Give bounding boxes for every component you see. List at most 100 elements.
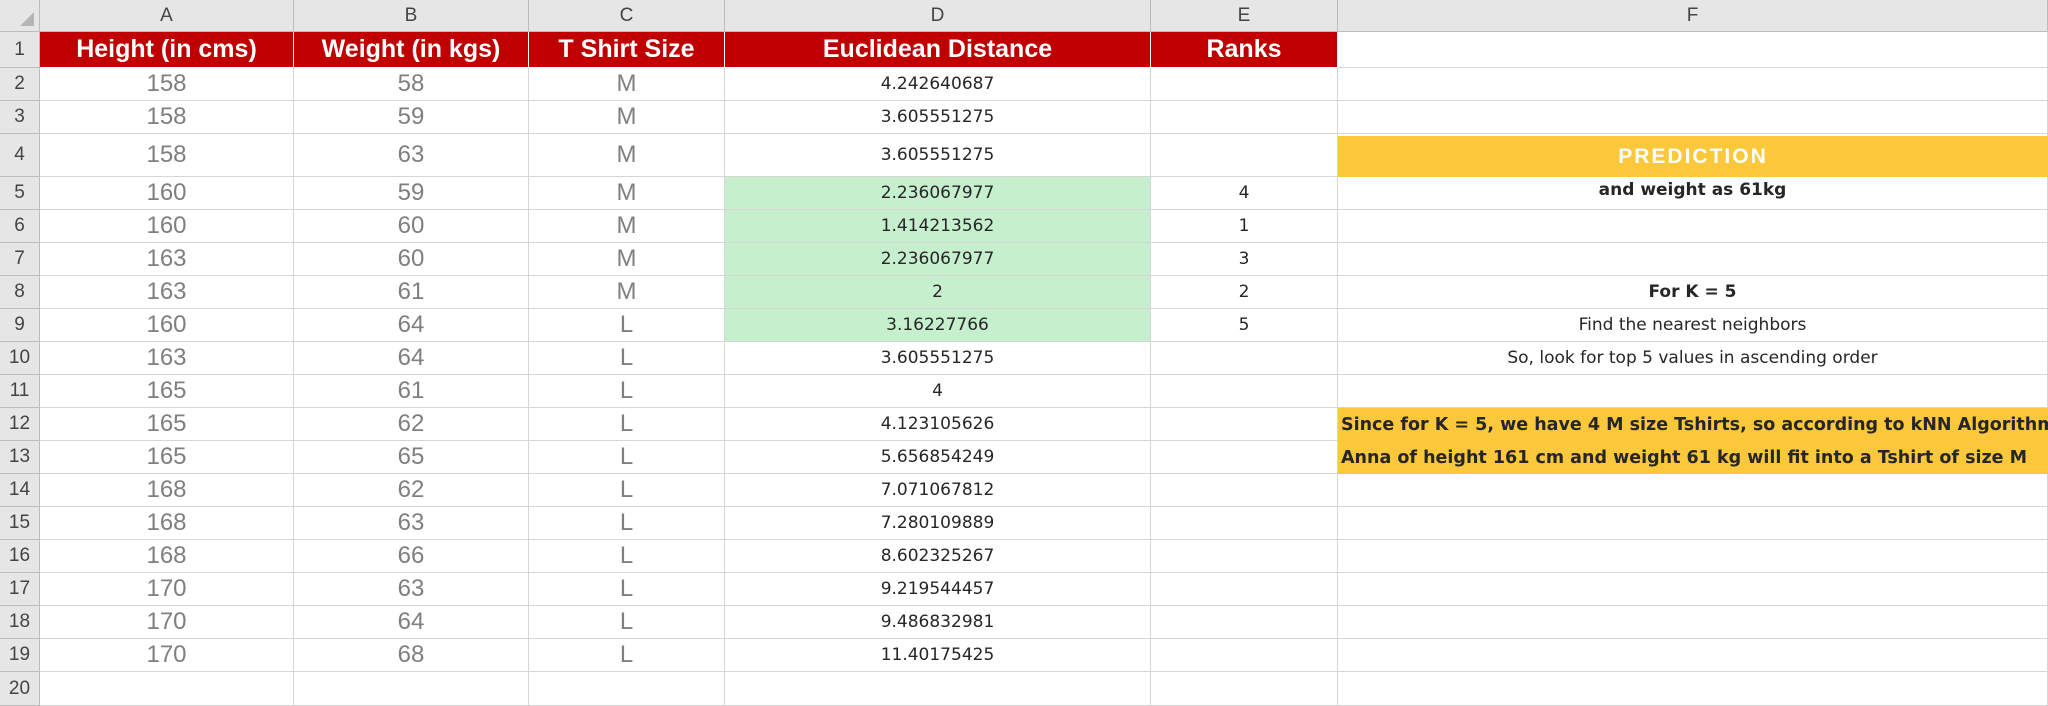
distance-cell[interactable]: 3.605551275 (725, 134, 1151, 177)
rank-cell[interactable]: 3 (1151, 243, 1338, 276)
column-f-cell[interactable] (1338, 32, 2048, 68)
column-f-cell[interactable] (1338, 474, 2048, 507)
column-header-e[interactable]: E (1151, 0, 1338, 32)
height-cell[interactable]: 163 (40, 276, 294, 309)
size-cell[interactable]: L (529, 507, 725, 540)
height-cell[interactable]: 163 (40, 243, 294, 276)
rank-cell[interactable] (1151, 441, 1338, 474)
size-cell[interactable]: L (529, 309, 725, 342)
height-cell[interactable]: 163 (40, 342, 294, 375)
size-cell[interactable]: M (529, 177, 725, 210)
distance-cell[interactable]: 4.123105626 (725, 408, 1151, 441)
column-f-cell[interactable] (1338, 101, 2048, 134)
rank-cell[interactable] (1151, 375, 1338, 408)
column-f-cell[interactable] (1338, 573, 2048, 606)
row-header-3[interactable]: 3 (0, 101, 40, 134)
rank-cell[interactable] (1151, 573, 1338, 606)
rank-cell[interactable] (1151, 507, 1338, 540)
rank-cell[interactable] (1151, 408, 1338, 441)
distance-cell[interactable]: 8.602325267 (725, 540, 1151, 573)
size-cell[interactable]: M (529, 210, 725, 243)
height-cell[interactable]: 160 (40, 309, 294, 342)
header-cell[interactable]: Height (in cms) (40, 32, 294, 68)
row-header-9[interactable]: 9 (0, 309, 40, 342)
empty-cell[interactable] (40, 672, 294, 706)
weight-cell[interactable]: 64 (294, 342, 529, 375)
rank-cell[interactable]: 1 (1151, 210, 1338, 243)
rank-cell[interactable]: 2 (1151, 276, 1338, 309)
select-all-corner[interactable] (0, 0, 40, 32)
distance-cell[interactable]: 3.605551275 (725, 101, 1151, 134)
weight-cell[interactable]: 68 (294, 639, 529, 672)
column-header-a[interactable]: A (40, 0, 294, 32)
column-header-f[interactable]: F (1338, 0, 2048, 32)
column-header-c[interactable]: C (529, 0, 725, 32)
row-header-18[interactable]: 18 (0, 606, 40, 639)
empty-cell[interactable] (294, 672, 529, 706)
size-cell[interactable]: L (529, 573, 725, 606)
distance-cell[interactable]: 4.242640687 (725, 68, 1151, 101)
row-header-1[interactable]: 1 (0, 32, 40, 68)
row-header-12[interactable]: 12 (0, 408, 40, 441)
weight-cell[interactable]: 63 (294, 507, 529, 540)
weight-cell[interactable]: 62 (294, 474, 529, 507)
distance-cell[interactable]: 7.280109889 (725, 507, 1151, 540)
column-f-cell[interactable] (1338, 507, 2048, 540)
rank-cell[interactable]: 4 (1151, 177, 1338, 210)
distance-cell[interactable]: 3.16227766 (725, 309, 1151, 342)
distance-cell[interactable]: 3.605551275 (725, 342, 1151, 375)
size-cell[interactable]: L (529, 441, 725, 474)
distance-cell[interactable]: 1.414213562 (725, 210, 1151, 243)
size-cell[interactable]: L (529, 540, 725, 573)
weight-cell[interactable]: 64 (294, 606, 529, 639)
size-cell[interactable]: L (529, 474, 725, 507)
size-cell[interactable]: M (529, 243, 725, 276)
column-f-cell[interactable] (1338, 606, 2048, 639)
row-header-13[interactable]: 13 (0, 441, 40, 474)
rank-cell[interactable] (1151, 606, 1338, 639)
size-cell[interactable]: L (529, 342, 725, 375)
distance-cell[interactable]: 2 (725, 276, 1151, 309)
row-header-2[interactable]: 2 (0, 68, 40, 101)
rank-cell[interactable] (1151, 101, 1338, 134)
row-header-10[interactable]: 10 (0, 342, 40, 375)
weight-cell[interactable]: 59 (294, 177, 529, 210)
row-header-6[interactable]: 6 (0, 210, 40, 243)
empty-cell[interactable] (725, 672, 1151, 706)
rank-cell[interactable] (1151, 134, 1338, 177)
row-header-16[interactable]: 16 (0, 540, 40, 573)
row-header-14[interactable]: 14 (0, 474, 40, 507)
weight-cell[interactable]: 63 (294, 573, 529, 606)
weight-cell[interactable]: 59 (294, 101, 529, 134)
weight-cell[interactable]: 60 (294, 210, 529, 243)
row-header-20[interactable]: 20 (0, 672, 40, 706)
row-header-17[interactable]: 17 (0, 573, 40, 606)
height-cell[interactable]: 168 (40, 507, 294, 540)
distance-cell[interactable]: 9.486832981 (725, 606, 1151, 639)
weight-cell[interactable]: 61 (294, 276, 529, 309)
size-cell[interactable]: L (529, 639, 725, 672)
height-cell[interactable]: 165 (40, 441, 294, 474)
header-cell[interactable]: Weight (in kgs) (294, 32, 529, 68)
height-cell[interactable]: 158 (40, 68, 294, 101)
distance-cell[interactable]: 2.236067977 (725, 243, 1151, 276)
height-cell[interactable]: 170 (40, 573, 294, 606)
weight-cell[interactable]: 61 (294, 375, 529, 408)
rank-cell[interactable] (1151, 68, 1338, 101)
size-cell[interactable]: L (529, 606, 725, 639)
distance-cell[interactable]: 7.071067812 (725, 474, 1151, 507)
height-cell[interactable]: 165 (40, 375, 294, 408)
column-f-cell[interactable] (1338, 243, 2048, 276)
size-cell[interactable]: L (529, 408, 725, 441)
rank-cell[interactable]: 5 (1151, 309, 1338, 342)
rank-cell[interactable] (1151, 639, 1338, 672)
header-cell[interactable]: T Shirt Size (529, 32, 725, 68)
height-cell[interactable]: 168 (40, 474, 294, 507)
weight-cell[interactable]: 64 (294, 309, 529, 342)
height-cell[interactable]: 165 (40, 408, 294, 441)
row-header-11[interactable]: 11 (0, 375, 40, 408)
column-f-cell[interactable] (1338, 210, 2048, 243)
height-cell[interactable]: 160 (40, 177, 294, 210)
size-cell[interactable]: M (529, 68, 725, 101)
weight-cell[interactable]: 65 (294, 441, 529, 474)
